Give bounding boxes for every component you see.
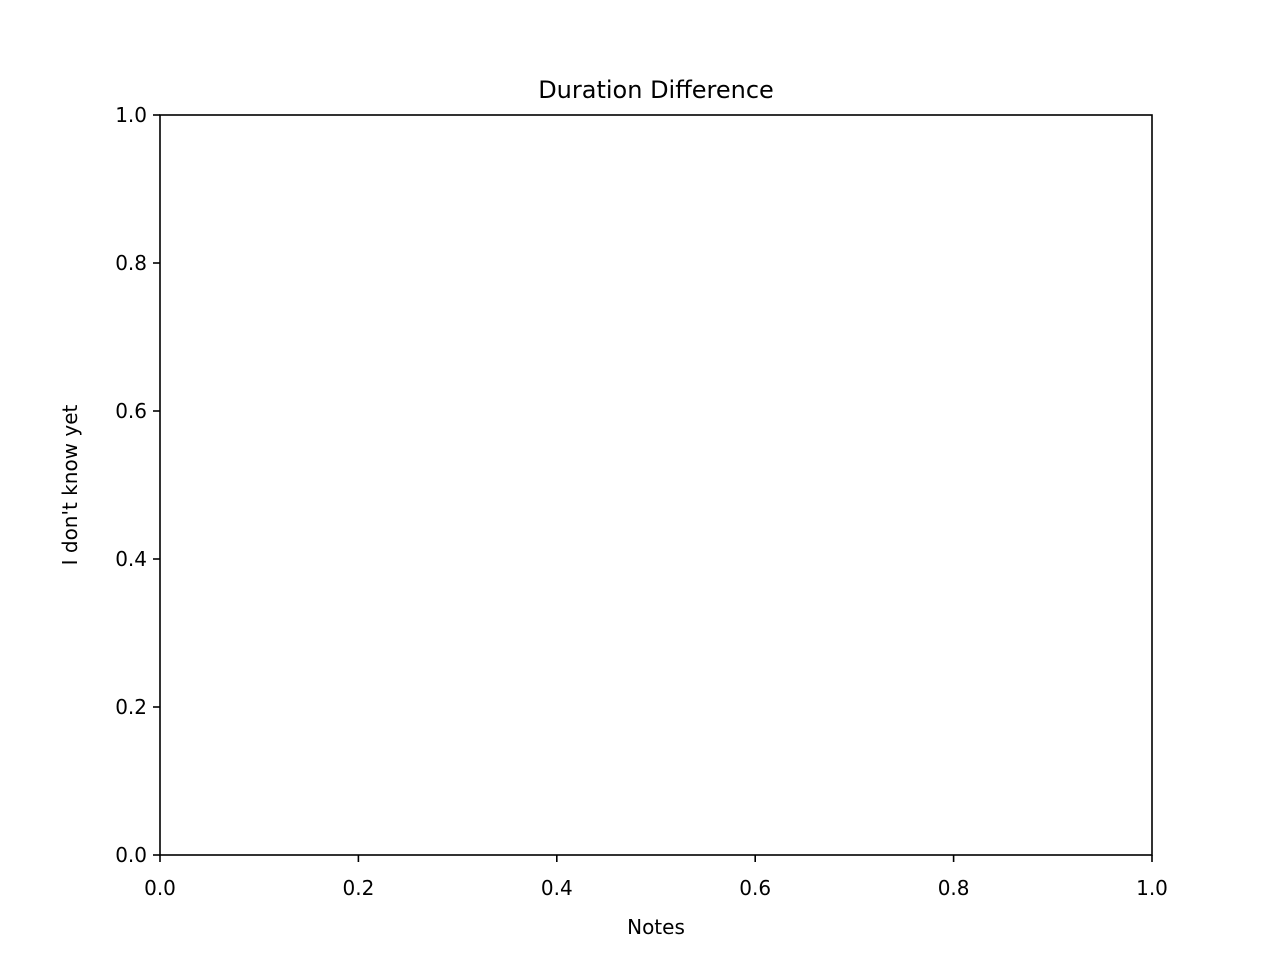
x-tick-label: 0.4 <box>541 876 573 900</box>
y-tick-label: 0.8 <box>115 251 147 275</box>
y-tick-label: 1.0 <box>115 103 147 127</box>
x-tick-label: 0.8 <box>938 876 970 900</box>
x-axis-label: Notes <box>627 915 685 939</box>
plot-area-frame <box>159 114 1153 856</box>
x-tick-label: 1.0 <box>1136 876 1168 900</box>
y-tick-label: 0.4 <box>115 547 147 571</box>
x-tick-label: 0.0 <box>144 876 176 900</box>
x-axis-ticks: 0.0 0.2 0.4 0.6 0.8 1.0 <box>144 855 1168 900</box>
y-tick-label: 0.2 <box>115 695 147 719</box>
chart-title: Duration Difference <box>538 76 774 104</box>
y-axis-ticks: 0.0 0.2 0.4 0.6 0.8 1.0 <box>115 103 160 867</box>
x-tick-label: 0.6 <box>739 876 771 900</box>
y-tick-label: 0.6 <box>115 399 147 423</box>
y-axis-label: I don't know yet <box>58 404 82 565</box>
x-tick-label: 0.2 <box>342 876 374 900</box>
y-tick-label: 0.0 <box>115 843 147 867</box>
